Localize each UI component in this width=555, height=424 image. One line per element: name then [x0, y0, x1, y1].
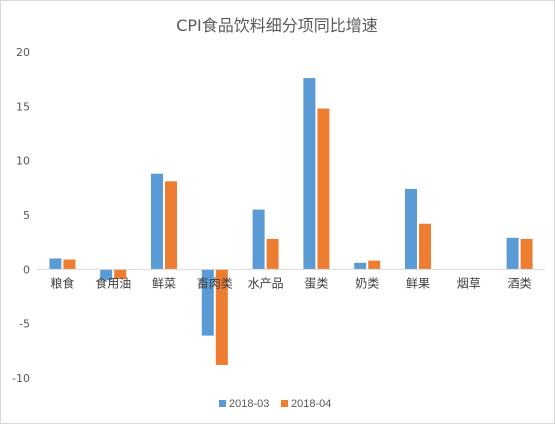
y-axis: 20 15 10 5 0 -5 -10 [12, 46, 30, 385]
bar-2018-03-4 [252, 209, 265, 270]
bar-2018-04-1 [114, 269, 127, 280]
bar-2018-04-3 [215, 269, 228, 365]
bar-2018-03-0 [49, 258, 62, 270]
x-category-label: 食用油 [95, 275, 131, 290]
x-category-label: 鲜菜 [152, 276, 176, 290]
bar-2018-03-3 [201, 269, 214, 336]
bar-2018-03-9 [506, 237, 519, 270]
bar-2018-03-5 [303, 78, 316, 270]
y-tick-label: 10 [16, 155, 30, 168]
x-category-label: 蛋类 [304, 276, 328, 290]
legend: 2018-03 2018-04 [219, 398, 331, 410]
x-category-label: 畜肉类 [197, 275, 233, 290]
legend-swatch [281, 400, 288, 407]
bar-2018-04-5 [317, 108, 330, 270]
bar-2018-04-7 [419, 223, 431, 270]
x-category-label: 酒类 [508, 276, 532, 290]
y-tick-label: -10 [12, 372, 30, 385]
legend-label: 2018-03 [229, 398, 269, 410]
x-category-label: 水产品 [248, 276, 284, 290]
chart-title: CPI食品饮料细分项同比增速 [176, 16, 378, 35]
x-category-label: 烟草 [457, 276, 481, 290]
y-tick-label: 0 [23, 263, 30, 276]
bars [49, 78, 533, 365]
y-tick-label: 20 [16, 46, 30, 59]
y-tick-label: 15 [16, 100, 30, 113]
x-axis-labels: 粮食 食用油 鲜菜 畜肉类 水产品 蛋类 奶类 鲜果 烟草 酒类 [50, 275, 531, 290]
legend-swatch [219, 400, 226, 407]
bar-2018-03-7 [405, 188, 417, 270]
legend-label: 2018-04 [291, 398, 331, 410]
bar-2018-04-4 [266, 238, 279, 270]
x-category-label: 粮食 [50, 275, 74, 290]
bar-2018-04-6 [368, 260, 381, 270]
x-category-label: 奶类 [355, 276, 379, 290]
x-category-label: 鲜果 [406, 276, 430, 290]
y-tick-label: -5 [19, 318, 30, 331]
bar-2018-04-9 [520, 238, 533, 270]
bar-2018-04-2 [165, 181, 177, 270]
y-tick-label: 5 [23, 209, 30, 222]
bar-2018-03-1 [100, 269, 113, 281]
bar-2018-03-2 [151, 173, 163, 270]
bar-2018-04-0 [63, 259, 76, 270]
bar-2018-03-6 [354, 262, 367, 270]
